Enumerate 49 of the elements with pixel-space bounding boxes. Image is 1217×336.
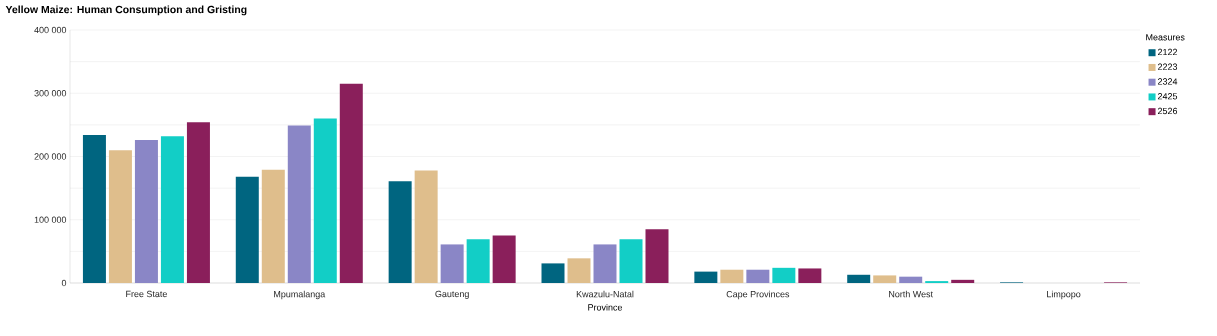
- bar: [466, 239, 490, 283]
- bar: [414, 170, 438, 283]
- x-tick-label: Gauteng: [435, 290, 469, 299]
- bar: [440, 244, 464, 283]
- bar: [186, 122, 210, 283]
- bar: [313, 118, 337, 283]
- x-tick-label: Mpumalanga: [274, 290, 326, 300]
- x-tick-label: North West: [889, 290, 933, 298]
- bar: [388, 181, 412, 283]
- bar: [798, 268, 822, 283]
- bar: [134, 140, 158, 283]
- y-tick-label: 300 000: [34, 90, 67, 97]
- legend-label: 2324: [1157, 78, 1178, 85]
- x-tick-label: Cape Provinces: [726, 290, 790, 300]
- bar: [287, 125, 311, 283]
- x-tick-label: Limpopo: [1047, 290, 1081, 300]
- bar: [108, 150, 132, 283]
- legend-title: Measures: [1146, 34, 1185, 41]
- legend-label: 2122: [1157, 48, 1178, 56]
- bar: [235, 176, 259, 283]
- bar: [160, 136, 184, 283]
- bar: [619, 239, 643, 283]
- bar: [899, 276, 923, 283]
- y-tick-label: 200 000: [34, 153, 67, 160]
- bar: [847, 274, 871, 283]
- bar: [339, 83, 363, 283]
- y-tick-label: 400 000: [34, 26, 67, 34]
- bar: [772, 267, 796, 283]
- legend-label: 2526: [1157, 107, 1178, 115]
- x-tick-label: Kwazulu-Natal: [576, 290, 634, 298]
- bar: [720, 269, 744, 283]
- bar: [593, 244, 617, 283]
- bar: [82, 135, 106, 283]
- y-tick-label: 0: [61, 279, 67, 287]
- bar: [645, 229, 669, 283]
- legend-label: 2425: [1157, 93, 1178, 100]
- bar: [694, 271, 718, 283]
- bar: [873, 275, 897, 283]
- bar: [746, 269, 770, 283]
- x-tick-label: Free State: [126, 290, 167, 298]
- bar: [541, 263, 565, 283]
- bar: [261, 169, 285, 283]
- bar: [492, 235, 516, 283]
- bar: [567, 258, 591, 283]
- y-tick-label: 100 000: [34, 216, 67, 223]
- x-axis-title: Province: [588, 303, 623, 311]
- bar: [951, 279, 975, 283]
- chart-title: Yellow Maize: Human Consumption and Gristing: [5, 5, 247, 16]
- legend-label: 2223: [1157, 63, 1178, 70]
